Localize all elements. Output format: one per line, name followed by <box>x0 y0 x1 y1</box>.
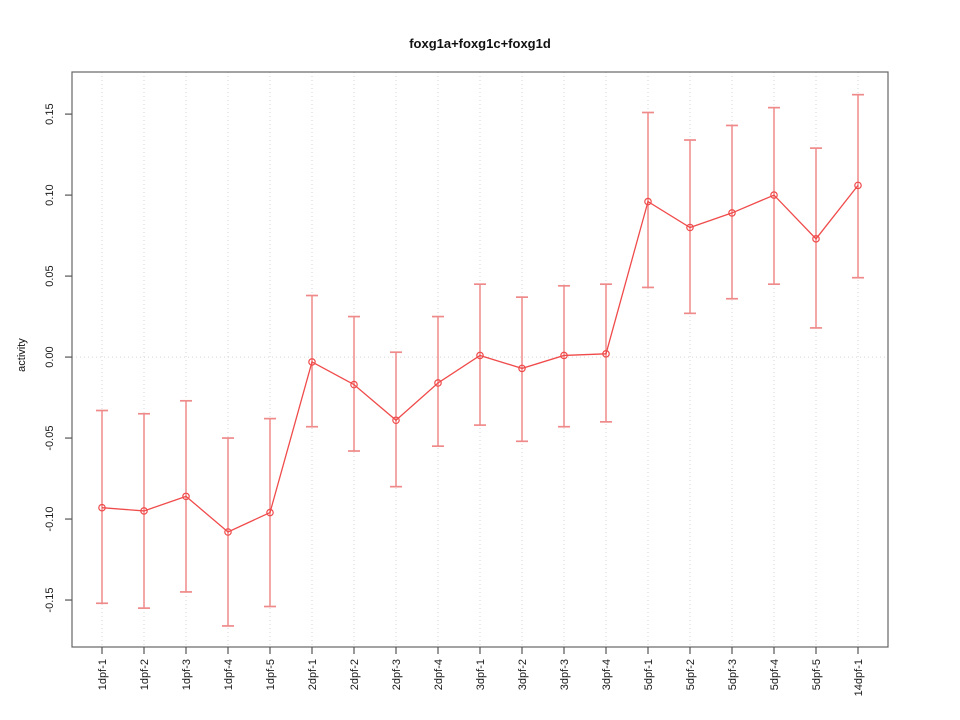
data-point <box>518 364 526 373</box>
data-point <box>686 223 694 232</box>
data-point <box>812 235 820 243</box>
data-point <box>602 350 610 358</box>
x-tick-label: 5dpf-2 <box>685 659 697 690</box>
x-tick-label: 2dpf-1 <box>307 659 319 690</box>
y-tick-label: 0.10 <box>44 184 56 205</box>
y-tick-label: 0.00 <box>44 346 56 367</box>
data-point <box>854 181 862 190</box>
y-axis-label: activity <box>16 338 28 372</box>
y-tick-label: -0.15 <box>44 587 56 612</box>
y-tick-label: -0.05 <box>44 426 56 451</box>
x-tick-label: 3dpf-3 <box>559 659 571 690</box>
data-point <box>266 508 274 517</box>
x-tick-label: 5dpf-5 <box>811 659 823 690</box>
x-tick-label: 1dpf-2 <box>139 659 151 690</box>
x-tick-label: 3dpf-2 <box>517 659 529 690</box>
x-tick-label: 1dpf-1 <box>97 659 109 690</box>
data-point <box>392 416 400 425</box>
chart-title: foxg1a+foxg1c+foxg1d <box>409 36 551 51</box>
data-point <box>182 492 190 501</box>
y-tick-label: 0.05 <box>44 265 56 286</box>
x-tick-label: 1dpf-4 <box>223 659 235 690</box>
x-tick-label: 1dpf-5 <box>265 659 277 690</box>
data-point <box>728 209 736 217</box>
x-tick-label: 2dpf-3 <box>391 659 403 690</box>
y-tick-label: 0.15 <box>44 103 56 124</box>
y-tick-label: -0.10 <box>44 507 56 532</box>
x-tick-label: 1dpf-3 <box>181 659 193 690</box>
series-line <box>101 184 859 533</box>
x-tick-label: 2dpf-4 <box>433 659 445 690</box>
x-tick-label: 14dpf-1 <box>853 659 865 696</box>
data-point <box>224 528 232 536</box>
data-point <box>308 358 316 366</box>
data-point <box>560 351 568 360</box>
x-tick-label: 3dpf-4 <box>601 659 613 690</box>
data-point <box>770 191 778 199</box>
data-point <box>140 507 148 515</box>
x-tick-label: 2dpf-2 <box>349 659 361 690</box>
x-tick-label: 5dpf-1 <box>643 659 655 690</box>
data-point <box>476 351 484 360</box>
x-tick-label: 5dpf-3 <box>727 659 739 690</box>
x-tick-label: 5dpf-4 <box>769 659 781 690</box>
x-tick-label: 3dpf-1 <box>475 659 487 690</box>
data-point <box>434 379 442 387</box>
data-point <box>644 197 652 206</box>
data-point <box>98 503 106 512</box>
data-point <box>350 380 358 389</box>
